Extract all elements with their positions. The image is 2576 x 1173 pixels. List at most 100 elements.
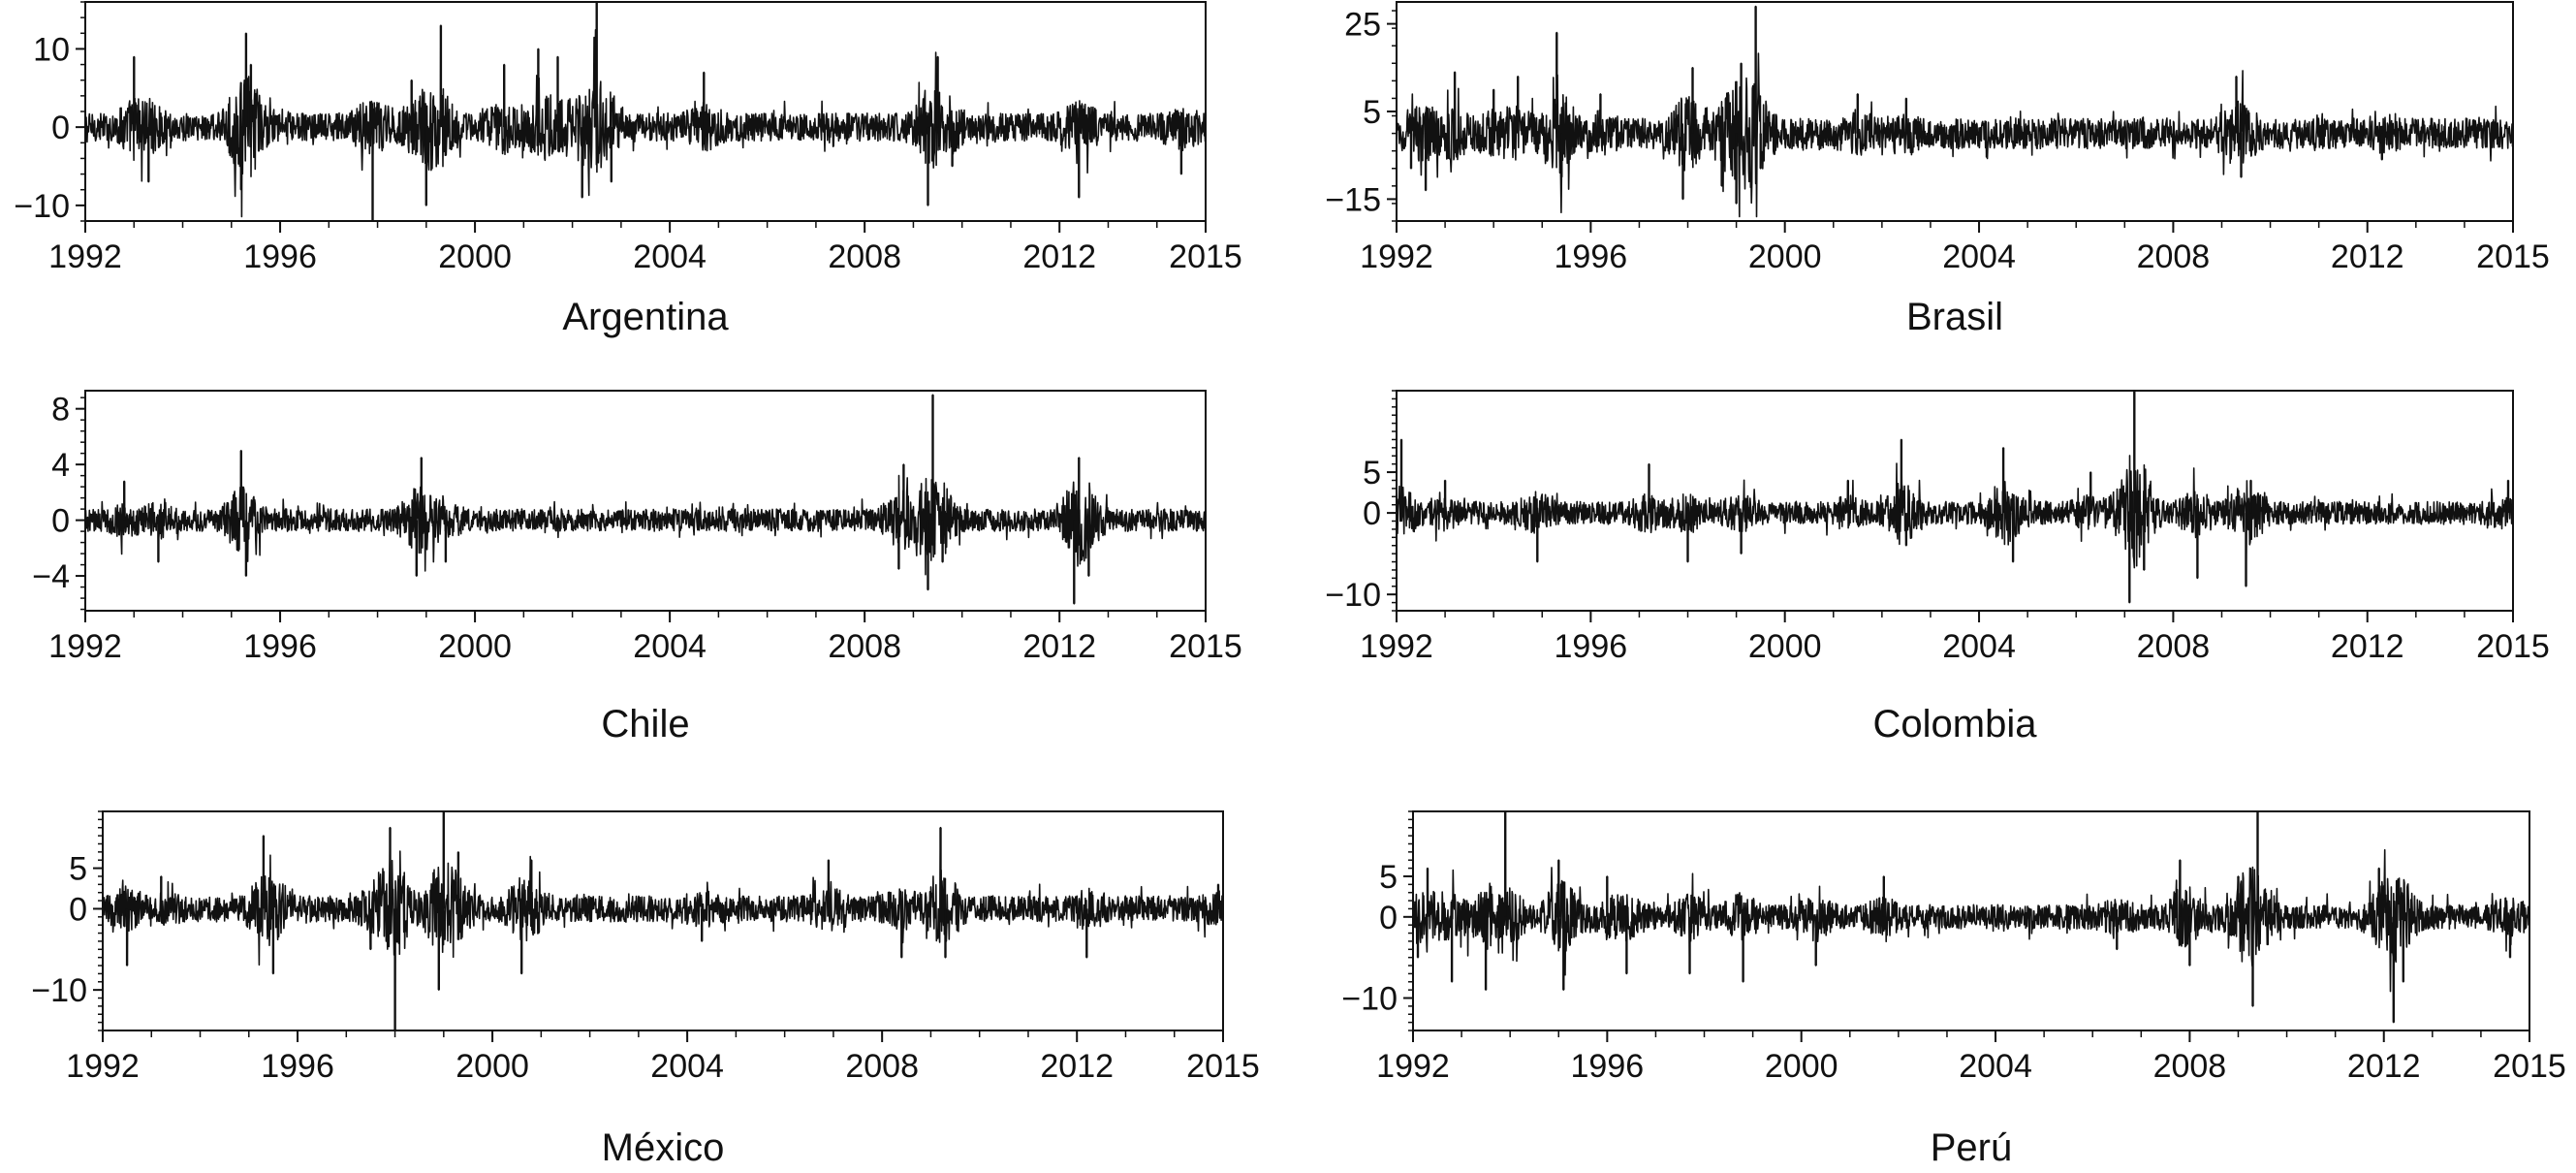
series-path-colombia [1396, 390, 2514, 604]
y-tick-label-peru-2: −10 [1341, 981, 1398, 1018]
x-tick-label-peru-5: 2012 [2347, 1048, 2421, 1085]
x-tick-label-argentina-5: 2012 [1022, 238, 1096, 275]
y-axis-brasil: 25 5 −15 [1325, 7, 1397, 222]
x-tick-label-brasil-2: 2000 [1748, 238, 1822, 275]
y-tick-label-chile-2: 0 [51, 503, 70, 540]
x-tick-label-mexico-6: 2015 [1186, 1048, 1260, 1085]
series-line-mexico [102, 810, 1224, 1031]
x-tick-label-chile-3: 2004 [633, 628, 707, 665]
series-line-brasil [1396, 5, 2514, 218]
series-line-colombia [1396, 390, 2514, 604]
x-axis-colombia: 1992 1996 2000 2004 2008 2012 2015 [1360, 611, 2550, 665]
series-path-mexico [102, 810, 1224, 1031]
series-line-peru [1412, 810, 2530, 1024]
y-tick-label-colombia-2: −10 [1325, 577, 1381, 614]
x-tick-label-mexico-4: 2008 [845, 1048, 919, 1085]
chart-panel-mexico: 50 −10 1992 1996 2000 2004 2008 2012 2015 Méxic… [31, 810, 1260, 1169]
y-tick-label-mexico-2: −10 [31, 972, 87, 1009]
x-tick-label-peru-6: 2015 [2493, 1048, 2566, 1085]
x-tick-label-colombia-0: 1992 [1360, 628, 1433, 665]
panel-title-argentina: Argentina [562, 296, 729, 338]
panel-title-brasil: Brasil [1906, 296, 2003, 338]
y-tick-label-argentina-0: 10 [33, 31, 70, 68]
x-tick-label-colombia-6: 2015 [2476, 628, 2550, 665]
x-tick-label-chile-4: 2008 [828, 628, 901, 665]
x-tick-label-colombia-1: 1996 [1555, 628, 1628, 665]
y-axis-argentina: 10 0 −10 [14, 1, 85, 225]
x-tick-label-mexico-3: 2004 [650, 1048, 724, 1085]
y-tick-label-argentina-2: −10 [14, 188, 70, 225]
y-tick-label-mexico-0: 5 [69, 851, 87, 888]
x-tick-label-mexico-0: 1992 [66, 1048, 140, 1085]
x-axis-peru: 1992 1996 2000 2004 2008 2012 2015 [1376, 1030, 2566, 1085]
x-tick-label-peru-4: 2008 [2153, 1048, 2227, 1085]
plot-frame-colombia [1396, 390, 2514, 612]
x-tick-label-brasil-6: 2015 [2476, 238, 2550, 275]
panel-title-colombia: Colombia [1873, 703, 2038, 745]
y-tick-label-mexico-1: 0 [69, 891, 87, 928]
panel-title-chile: Chile [601, 703, 689, 745]
x-tick-label-colombia-5: 2012 [2331, 628, 2404, 665]
x-tick-label-argentina-1: 1996 [243, 238, 317, 275]
x-tick-label-brasil-5: 2012 [2331, 238, 2404, 275]
plot-frame-mexico [102, 810, 1224, 1031]
x-tick-label-peru-3: 2004 [1959, 1048, 2032, 1085]
x-tick-label-peru-1: 1996 [1571, 1048, 1645, 1085]
x-axis-brasil: 1992 1996 2000 2004 2008 2012 2015 [1360, 221, 2550, 275]
x-axis-chile: 1992 1996 2000 2004 2008 2012 2015 [48, 611, 1242, 665]
x-tick-label-colombia-4: 2008 [2137, 628, 2211, 665]
x-tick-label-chile-2: 2000 [438, 628, 512, 665]
x-tick-label-brasil-1: 1996 [1555, 238, 1628, 275]
panel-title-peru: Perú [1931, 1126, 2013, 1169]
x-tick-label-colombia-2: 2000 [1748, 628, 1822, 665]
chart-panel-brasil: 25 5 −15 1992 1996 2000 2004 2008 2012 2015 Bras… [1325, 1, 2550, 338]
y-axis-colombia: 5 0 −10 [1325, 390, 1397, 614]
series-line-chile [84, 394, 1207, 605]
y-tick-label-chile-3: −4 [32, 558, 70, 595]
x-tick-label-chile-0: 1992 [48, 628, 122, 665]
x-tick-label-argentina-2: 2000 [438, 238, 512, 275]
chart-panel-argentina: 10 0 −10 1992 1996 2000 2004 2008 2012 2015 Arge… [14, 1, 1242, 338]
chart-panel-colombia: 5 0 −10 1992 1996 2000 2004 2008 2012 2015 Colom… [1325, 390, 2550, 745]
y-axis-chile: 8 4 0 −4 [32, 392, 85, 611]
chart-panel-peru: 5 0 −10 1992 1996 2000 2004 2008 2012 2015 Perú [1341, 810, 2566, 1169]
y-axis-peru: 5 0 −10 [1341, 810, 1413, 1031]
x-tick-label-argentina-0: 1992 [48, 238, 122, 275]
y-tick-label-chile-0: 8 [51, 392, 70, 428]
x-tick-label-chile-1: 1996 [243, 628, 317, 665]
y-tick-label-argentina-1: 0 [51, 110, 70, 146]
y-axis-mexico: 50 −10 [31, 810, 103, 1031]
x-tick-label-peru-2: 2000 [1765, 1048, 1838, 1085]
series-path-brasil [1396, 5, 2514, 218]
y-tick-label-brasil-0: 25 [1344, 7, 1381, 44]
x-tick-label-mexico-1: 1996 [261, 1048, 334, 1085]
series-line-argentina [84, 1, 1207, 222]
x-axis-mexico: 1992 1996 2000 2004 2008 2012 2015 [66, 1030, 1260, 1085]
x-tick-label-brasil-0: 1992 [1360, 238, 1433, 275]
y-tick-label-peru-0: 5 [1379, 859, 1398, 896]
series-path-peru [1412, 810, 2530, 1024]
x-axis-argentina: 1992 1996 2000 2004 2008 2012 2015 [48, 221, 1242, 275]
x-tick-label-argentina-3: 2004 [633, 238, 707, 275]
y-tick-label-colombia-0: 5 [1363, 455, 1381, 491]
x-tick-label-argentina-6: 2015 [1169, 238, 1242, 275]
x-tick-label-brasil-3: 2004 [1942, 238, 2016, 275]
x-tick-label-mexico-5: 2012 [1040, 1048, 1114, 1085]
x-tick-label-colombia-3: 2004 [1942, 628, 2016, 665]
y-tick-label-chile-1: 4 [51, 447, 70, 484]
y-tick-label-peru-1: 0 [1379, 900, 1398, 936]
chart-panel-chile: 8 4 0 −4 1992 1996 2000 2004 2008 2012 2015 Chile [32, 390, 1242, 745]
y-tick-label-brasil-1: 5 [1363, 94, 1381, 131]
x-tick-label-mexico-2: 2000 [456, 1048, 529, 1085]
plot-frame-chile [84, 390, 1207, 612]
series-path-chile [84, 394, 1207, 605]
y-tick-label-colombia-1: 0 [1363, 495, 1381, 532]
x-tick-label-chile-6: 2015 [1169, 628, 1242, 665]
x-tick-label-chile-5: 2012 [1022, 628, 1096, 665]
x-tick-label-argentina-4: 2008 [828, 238, 901, 275]
x-tick-label-peru-0: 1992 [1376, 1048, 1450, 1085]
x-tick-label-brasil-4: 2008 [2137, 238, 2211, 275]
y-tick-label-brasil-2: −15 [1325, 181, 1381, 218]
series-path-argentina [84, 1, 1207, 222]
